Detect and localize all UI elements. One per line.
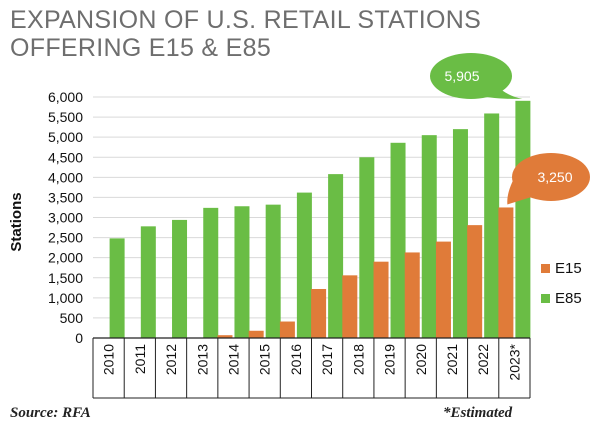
bar-e85-2010 — [109, 238, 125, 338]
y-tick-label: 5,000 — [48, 129, 83, 145]
source-note: Source: RFA — [10, 405, 91, 421]
legend: E15 E85 — [541, 260, 582, 307]
x-tick-label: 2017 — [319, 344, 335, 375]
chart-title-line-2: OFFERING E15 & E85 — [10, 34, 272, 62]
callout-e85-label: 5,905 — [444, 68, 479, 84]
x-tick-label: 2010 — [101, 344, 117, 375]
callout-e85: 5,905 — [430, 53, 523, 99]
x-tick-label: 2023* — [506, 343, 522, 380]
axes — [92, 337, 531, 399]
x-tick-label: 2021 — [444, 344, 460, 375]
bar-e85-2021 — [452, 129, 468, 338]
legend-swatch-e15 — [541, 264, 550, 273]
x-tick-label: 2020 — [413, 344, 429, 375]
x-ticks: 2010 2011 2012 2013 2014 2015 2016 2017 2018 2019… — [101, 343, 523, 380]
bar-e15-2017 — [311, 288, 327, 338]
x-tick-label: 2014 — [225, 344, 241, 375]
y-tick-label: 6,000 — [48, 89, 83, 105]
bar-e15-2016 — [279, 321, 295, 338]
y-tick-label: 4,500 — [48, 149, 83, 165]
bar-e85-2016 — [296, 192, 312, 338]
bar-e15-2022 — [467, 225, 483, 338]
bar-e85-2018 — [359, 157, 375, 338]
legend-label-e85: E85 — [555, 290, 582, 307]
y-tick-label: 2,500 — [48, 230, 83, 246]
x-tick-label: 2011 — [132, 344, 148, 374]
bar-e15-2019 — [373, 261, 389, 338]
bar-e15-2014 — [217, 335, 233, 338]
bar-e85-2013 — [203, 207, 219, 338]
bar-e15-2020 — [404, 252, 420, 338]
y-axis-label: Stations — [8, 192, 25, 251]
chart-title-line-1: EXPANSION OF U.S. RETAIL STATIONS — [10, 6, 482, 34]
bar-e85-2020 — [421, 135, 437, 338]
x-tick-label: 2013 — [194, 344, 210, 375]
y-tick-label: 3,000 — [48, 210, 83, 226]
chart-title: EXPANSION OF U.S. RETAIL STATIONS OFFERI… — [10, 6, 481, 62]
y-tick-label: 1,000 — [48, 290, 83, 306]
y-tick-label: 1,500 — [48, 270, 83, 286]
bar-e15-2021 — [435, 241, 451, 338]
y-tick-label: 500 — [60, 310, 84, 326]
legend-swatch-e85 — [541, 294, 550, 303]
x-tick-label: 2015 — [257, 344, 273, 375]
x-tick-label: 2016 — [288, 344, 304, 375]
bar-e85-2011 — [140, 226, 156, 338]
y-tick-label: 2,000 — [48, 250, 83, 266]
y-tick-label: 3,500 — [48, 189, 83, 205]
y-tick-label: 0 — [75, 330, 83, 346]
bar-e85-2023 — [515, 100, 531, 339]
x-tick-label: 2022 — [475, 344, 491, 375]
callout-e15: 3,250 — [507, 153, 590, 205]
bar-e85-2014 — [234, 206, 250, 338]
callout-e15-bubble — [512, 153, 590, 201]
y-tick-label: 5,500 — [48, 109, 83, 125]
callout-e85-bubble — [430, 53, 512, 99]
y-tick-label: 4,000 — [48, 169, 83, 185]
callout-e15-label: 3,250 — [537, 169, 572, 185]
annotations: 5,905 3,250 — [430, 53, 590, 205]
bars — [109, 100, 531, 339]
y-ticks: 0 500 1,000 1,500 2,000 2,500 3,000 3,500 4,000 4… — [48, 89, 83, 346]
estimated-note: *Estimated — [443, 405, 513, 421]
x-tick-label: 2018 — [350, 344, 366, 375]
bar-e85-2017 — [328, 174, 344, 338]
legend-label-e15: E15 — [555, 260, 582, 277]
bar-e85-2022 — [484, 113, 500, 339]
bar-e15-2015 — [248, 330, 264, 338]
bar-e15-2023 — [498, 207, 514, 338]
bar-e15-2018 — [342, 275, 358, 338]
x-tick-label: 2019 — [382, 344, 398, 375]
x-tick-label: 2012 — [163, 344, 179, 375]
bar-e85-2012 — [172, 219, 188, 338]
bar-e85-2015 — [265, 204, 281, 338]
bar-e85-2019 — [390, 142, 406, 338]
